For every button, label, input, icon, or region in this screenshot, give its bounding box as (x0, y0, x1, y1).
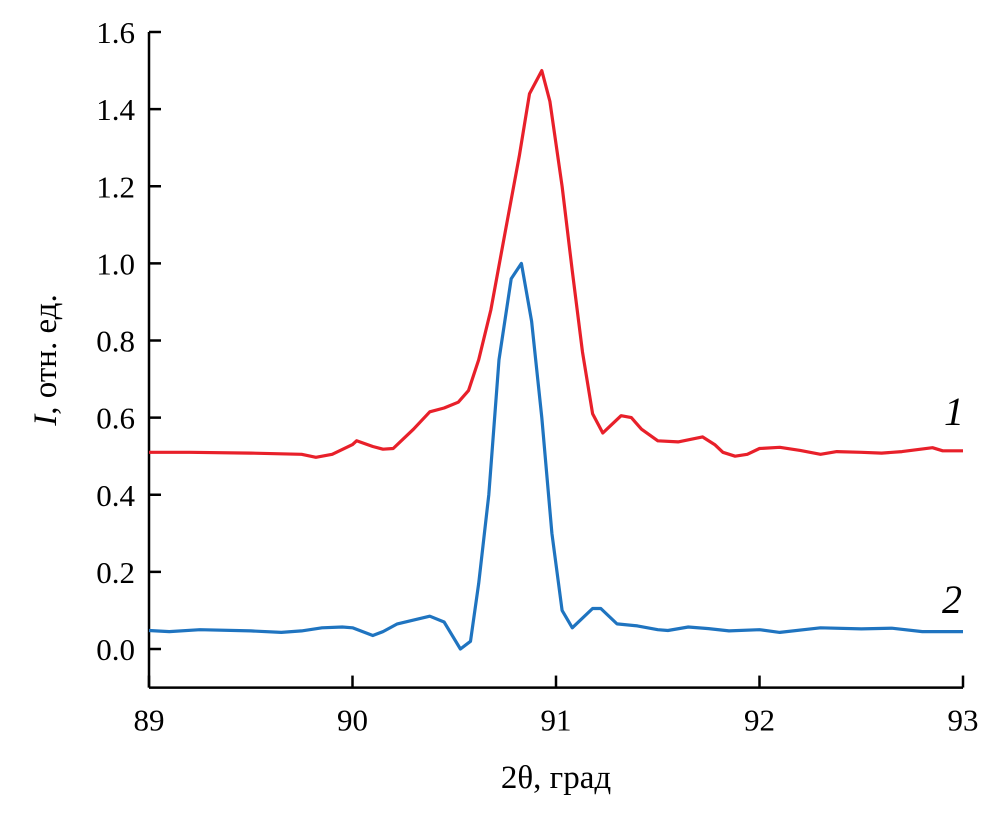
x-axis-title: 2θ, град (501, 760, 611, 796)
series-group (148, 68, 963, 651)
y-tick-label: 0.2 (96, 555, 135, 590)
x-tick-label: 92 (744, 703, 775, 738)
y-axis-title-unit: , отн. ед. (28, 294, 64, 414)
axes: 0.0 0.2 0.4 0.6 0.8 1.0 1.2 1.4 1.6 89 90 91 92 93 (96, 15, 978, 738)
y-tick-label: 0.6 (96, 401, 135, 436)
x-tick-label: 93 (948, 703, 979, 738)
y-tick-label: 1.4 (96, 92, 135, 127)
y-tick-label: 1.0 (96, 246, 135, 281)
x-tick-label: 91 (541, 703, 572, 738)
y-tick-label: 0.8 (96, 324, 135, 359)
series-line-2 (148, 261, 963, 651)
y-axis-title-symbol: I (28, 413, 64, 427)
y-tick-label: 0.4 (96, 478, 135, 513)
series-label-1: 1 (944, 389, 964, 434)
y-tick-label: 0.0 (96, 632, 135, 667)
y-tick-label: 1.2 (96, 169, 135, 204)
y-tick-label: 1.6 (96, 15, 135, 50)
x-tick-label: 90 (337, 703, 368, 738)
x-tick-label: 89 (134, 703, 165, 738)
series-line-1 (149, 68, 963, 459)
series-label-2: 2 (942, 577, 962, 622)
y-axis-title: I, отн. ед. (28, 294, 64, 426)
